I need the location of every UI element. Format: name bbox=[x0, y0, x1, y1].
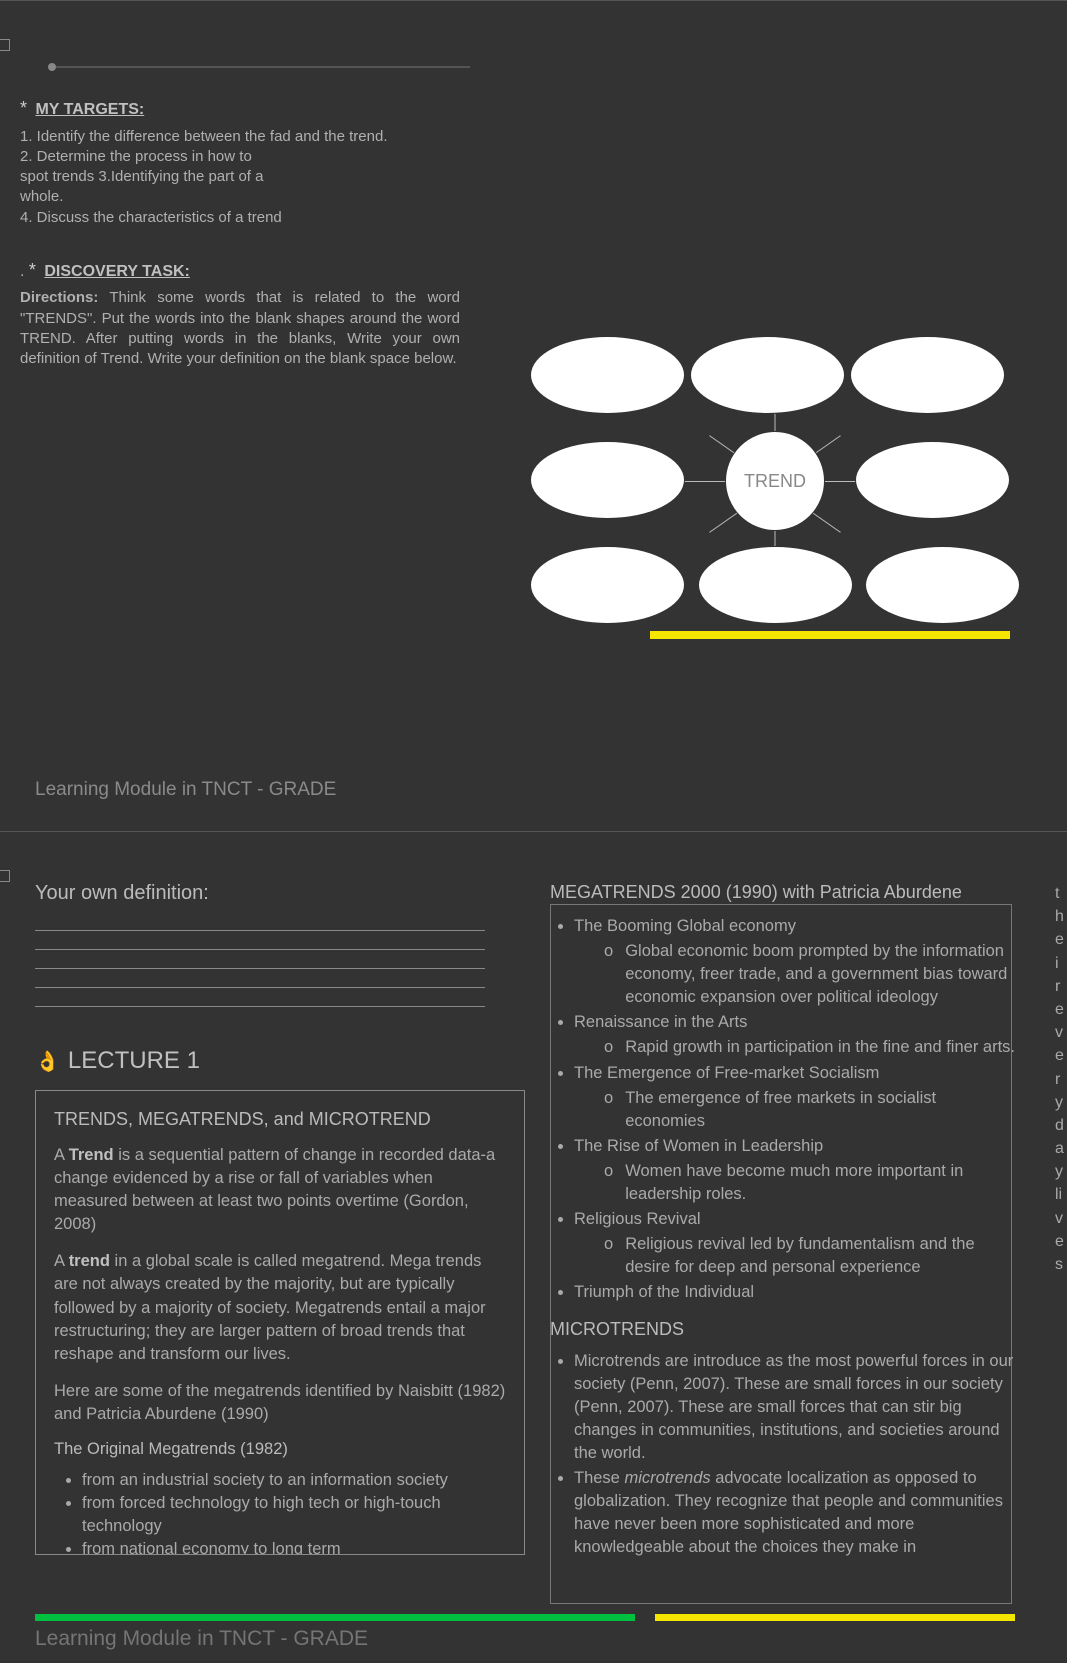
page2-right-column: MEGATRENDS 2000 (1990) with Patricia Abu… bbox=[550, 882, 1020, 1561]
text: in a global scale is called megatrend. M… bbox=[54, 1252, 486, 1362]
text: A bbox=[54, 1252, 69, 1270]
targets-list: 1. Identify the difference between the f… bbox=[20, 127, 460, 228]
original-megatrends-list: from an industrial society to an informa… bbox=[54, 1469, 506, 1555]
blank-oval[interactable] bbox=[698, 546, 853, 624]
star-icon: * bbox=[20, 98, 27, 118]
blank-oval[interactable] bbox=[850, 336, 1005, 414]
blank-oval[interactable] bbox=[865, 546, 1020, 624]
page-2: Your own definition: 👌 LECTURE 1 TRENDS,… bbox=[0, 832, 1067, 1663]
text: A bbox=[54, 1146, 69, 1164]
discovery-label: DISCOVERY TASK: bbox=[44, 263, 190, 280]
discovery-section: . * DISCOVERY TASK: Directions: Think so… bbox=[20, 258, 460, 370]
definition-line[interactable] bbox=[35, 1006, 485, 1007]
list-item: from national economy to long term bbox=[82, 1538, 506, 1555]
list-item: These microtrends advocate localization … bbox=[574, 1467, 1020, 1559]
blank-oval[interactable] bbox=[530, 336, 685, 414]
dot-prefix: . bbox=[20, 263, 24, 280]
blank-oval[interactable] bbox=[855, 441, 1010, 519]
original-megatrends-label: The Original Megatrends (1982) bbox=[54, 1440, 506, 1459]
page1-footer: Learning Module in TNCT - GRADE bbox=[35, 779, 336, 801]
corner-mark bbox=[0, 39, 10, 51]
naisbitt-intro: Here are some of the megatrends identifi… bbox=[54, 1380, 506, 1426]
target-item: spot trends 3.Identifying the part of a bbox=[20, 167, 460, 187]
microtrends-em: microtrends bbox=[624, 1469, 710, 1487]
yellow-bar bbox=[655, 1614, 1015, 1621]
list-item: from forced technology to high tech or h… bbox=[82, 1492, 506, 1538]
sub-list-item: The emergence of free markets in sociali… bbox=[604, 1087, 1020, 1133]
blank-oval[interactable] bbox=[530, 441, 685, 519]
list-item: Triumph of the Individual bbox=[574, 1281, 1020, 1304]
target-item: 4. Discuss the characteristics of a tren… bbox=[20, 208, 460, 228]
trend-diagram: TREND bbox=[530, 336, 1030, 626]
megatrends-2000-list: The Booming Global economyGlobal economi… bbox=[550, 915, 1020, 1305]
trend-definition: A Trend is a sequential pattern of chang… bbox=[54, 1144, 506, 1236]
trend-bold: trend bbox=[69, 1252, 110, 1270]
list-item: from an industrial society to an informa… bbox=[82, 1469, 506, 1492]
microtrends-title: MICROTRENDS bbox=[550, 1319, 1020, 1340]
list-item: Religious RevivalReligious revival led b… bbox=[574, 1208, 1020, 1279]
megatrend-definition: A trend in a global scale is called mega… bbox=[54, 1250, 506, 1365]
targets-heading: * MY TARGETS: bbox=[20, 96, 460, 121]
page2-footer: Learning Module in TNCT - GRADE bbox=[35, 1627, 368, 1651]
list-item: Renaissance in the ArtsRapid growth in p… bbox=[574, 1011, 1020, 1059]
center-oval: TREND bbox=[725, 431, 825, 531]
yellow-bar bbox=[650, 631, 1010, 639]
trend-bold: Trend bbox=[69, 1146, 114, 1164]
sub-list-item: Women have become much more important in… bbox=[604, 1160, 1020, 1206]
list-item: The Emergence of Free-market SocialismTh… bbox=[574, 1062, 1020, 1133]
target-item: 1. Identify the difference between the f… bbox=[20, 127, 460, 147]
slider-track bbox=[50, 66, 470, 68]
green-bar bbox=[35, 1614, 635, 1621]
sub-list-item: Rapid growth in participation in the fin… bbox=[604, 1036, 1020, 1059]
cutoff-text: t h e i r e v e r y d a y li v e s bbox=[1055, 882, 1067, 1276]
definition-line[interactable] bbox=[35, 930, 485, 931]
discovery-heading: . * DISCOVERY TASK: bbox=[20, 258, 460, 283]
lecture-title: TRENDS, MEGATRENDS, and MICROTREND bbox=[54, 1109, 506, 1130]
blank-oval[interactable] bbox=[690, 336, 845, 414]
definition-line[interactable] bbox=[35, 949, 485, 950]
blank-oval[interactable] bbox=[530, 546, 685, 624]
text: is a sequential pattern of change in rec… bbox=[54, 1146, 495, 1233]
center-word: TREND bbox=[744, 471, 806, 492]
megatrends-2000-title: MEGATRENDS 2000 (1990) with Patricia Abu… bbox=[550, 882, 1020, 903]
page2-left-column: Your own definition: 👌 LECTURE 1 TRENDS,… bbox=[35, 882, 515, 1555]
lecture-label: LECTURE 1 bbox=[68, 1047, 200, 1075]
directions-text: Directions: Think some words that is rel… bbox=[20, 288, 460, 369]
corner-mark bbox=[0, 870, 10, 882]
lecture-header: 👌 LECTURE 1 bbox=[35, 1047, 515, 1075]
text: These bbox=[574, 1469, 624, 1487]
targets-label: MY TARGETS: bbox=[35, 101, 144, 118]
target-item: 2. Determine the process in how to bbox=[20, 147, 460, 167]
page-1: * MY TARGETS: 1. Identify the difference… bbox=[0, 1, 1067, 831]
list-item: The Rise of Women in LeadershipWomen hav… bbox=[574, 1135, 1020, 1206]
definition-line[interactable] bbox=[35, 968, 485, 969]
target-item: whole. bbox=[20, 187, 460, 207]
own-definition-label: Your own definition: bbox=[35, 882, 515, 905]
list-item: Microtrends are introduce as the most po… bbox=[574, 1350, 1020, 1465]
sub-list-item: Religious revival led by fundamentalism … bbox=[604, 1233, 1020, 1279]
microtrends-list: Microtrends are introduce as the most po… bbox=[550, 1350, 1020, 1560]
lecture-box: TRENDS, MEGATRENDS, and MICROTREND A Tre… bbox=[35, 1090, 525, 1555]
list-item: The Booming Global economyGlobal economi… bbox=[574, 915, 1020, 1009]
sub-list-item: Global economic boom prompted by the inf… bbox=[604, 940, 1020, 1009]
pointer-icon: 👌 bbox=[35, 1049, 60, 1074]
definition-line[interactable] bbox=[35, 987, 485, 988]
slider-dot bbox=[48, 63, 56, 71]
directions-label: Directions: bbox=[20, 289, 98, 306]
targets-section: * MY TARGETS: 1. Identify the difference… bbox=[20, 96, 460, 369]
star-icon: * bbox=[29, 260, 36, 280]
